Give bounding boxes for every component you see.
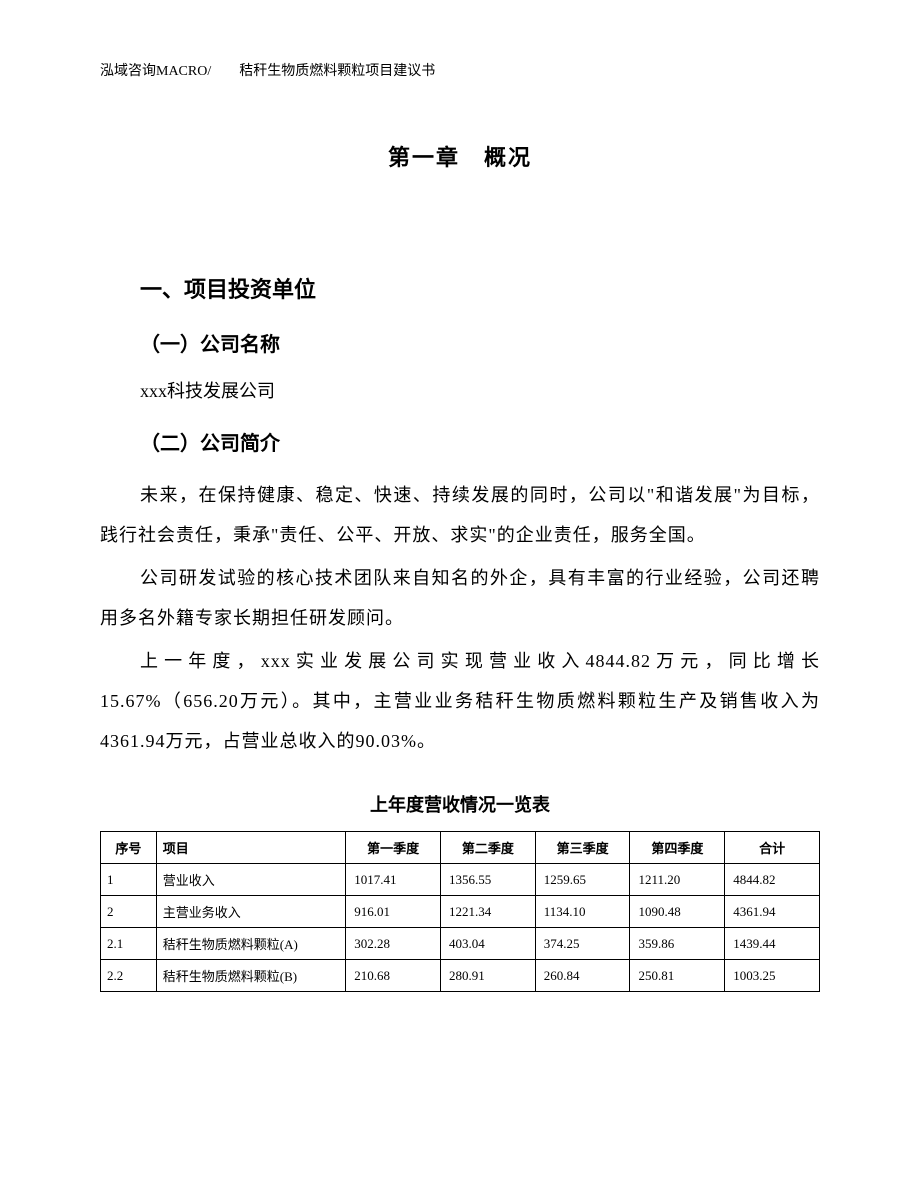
revenue-table: 序号 项目 第一季度 第二季度 第三季度 第四季度 合计 1 营业收入 1017… [100,831,820,992]
page-header: 泓域咨询MACRO/ 秸秆生物质燃料颗粒项目建议书 [100,60,820,80]
cell-item: 主营业务收入 [156,896,346,928]
cell-q2: 403.04 [440,928,535,960]
table-title: 上年度营收情况一览表 [100,791,820,817]
table-row: 2.1 秸秆生物质燃料颗粒(A) 302.28 403.04 374.25 35… [101,928,820,960]
cell-q3: 374.25 [535,928,630,960]
cell-q1: 210.68 [346,960,441,992]
cell-q2: 1221.34 [440,896,535,928]
company-name-text: xxx科技发展公司 [100,377,820,403]
table-header-item: 项目 [156,832,346,864]
cell-item: 营业收入 [156,864,346,896]
cell-q3: 1134.10 [535,896,630,928]
table-header-q3: 第三季度 [535,832,630,864]
cell-q1: 1017.41 [346,864,441,896]
cell-seq: 2.2 [101,960,157,992]
subsection-heading-company-intro: （二）公司简介 [100,427,820,456]
cell-item: 秸秆生物质燃料颗粒(B) [156,960,346,992]
cell-seq: 2 [101,896,157,928]
cell-item: 秸秆生物质燃料颗粒(A) [156,928,346,960]
table-header-seq: 序号 [101,832,157,864]
intro-paragraph-2: 公司研发试验的核心技术团队来自知名的外企，具有丰富的行业经验，公司还聘用多名外籍… [100,559,820,638]
intro-paragraph-3: 上一年度，xxx实业发展公司实现营业收入4844.82万元，同比增长15.67%… [100,642,820,761]
cell-total: 4844.82 [725,864,820,896]
table-header-q1: 第一季度 [346,832,441,864]
cell-total: 1439.44 [725,928,820,960]
cell-q4: 250.81 [630,960,725,992]
table-header-q4: 第四季度 [630,832,725,864]
cell-seq: 1 [101,864,157,896]
cell-q2: 280.91 [440,960,535,992]
cell-q4: 1090.48 [630,896,725,928]
cell-seq: 2.1 [101,928,157,960]
table-header-row: 序号 项目 第一季度 第二季度 第三季度 第四季度 合计 [101,832,820,864]
chapter-title: 第一章 概况 [100,140,820,172]
cell-total: 4361.94 [725,896,820,928]
cell-q1: 302.28 [346,928,441,960]
cell-q4: 359.86 [630,928,725,960]
table-header-total: 合计 [725,832,820,864]
table-row: 2 主营业务收入 916.01 1221.34 1134.10 1090.48 … [101,896,820,928]
cell-q4: 1211.20 [630,864,725,896]
section-heading-investment-unit: 一、项目投资单位 [100,272,820,304]
subsection-heading-company-name: （一）公司名称 [100,328,820,357]
cell-q1: 916.01 [346,896,441,928]
table-header-q2: 第二季度 [440,832,535,864]
intro-paragraph-1: 未来，在保持健康、稳定、快速、持续发展的同时，公司以"和谐发展"为目标，践行社会… [100,476,820,555]
table-row: 2.2 秸秆生物质燃料颗粒(B) 210.68 280.91 260.84 25… [101,960,820,992]
table-row: 1 营业收入 1017.41 1356.55 1259.65 1211.20 4… [101,864,820,896]
cell-q2: 1356.55 [440,864,535,896]
cell-q3: 260.84 [535,960,630,992]
cell-total: 1003.25 [725,960,820,992]
cell-q3: 1259.65 [535,864,630,896]
